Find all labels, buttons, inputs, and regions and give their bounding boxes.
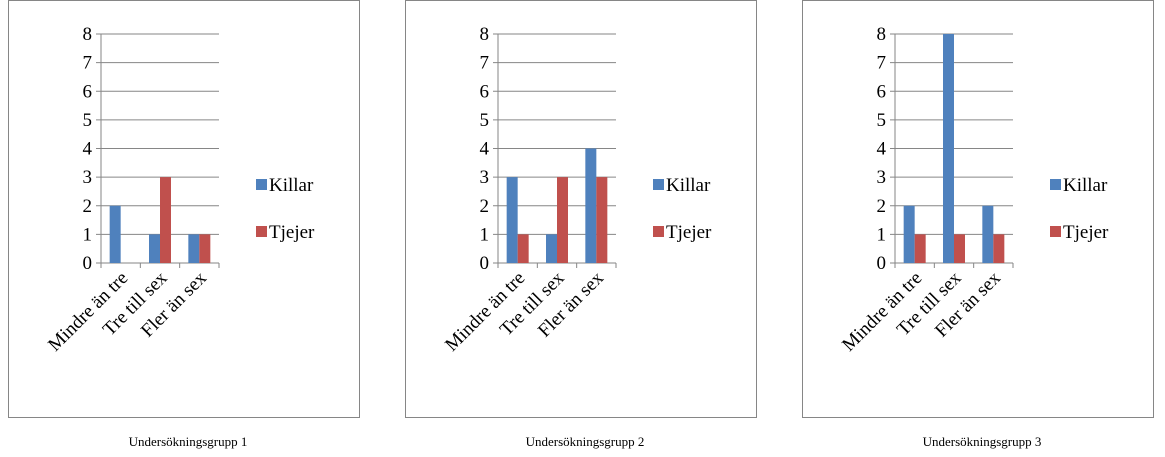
bar-killar-3 [585,148,597,263]
y-tick-label: 8 [83,24,93,45]
bar-killar-3 [982,205,994,263]
y-tick-label: 4 [877,139,887,160]
legend-swatch-tjejer [653,226,664,237]
chart-panel-3: 0 1 2 3 4 5 6 7 8 Mindre än tre Tre till sex Fler ä… [802,0,1162,457]
y-tick-label: 3 [83,167,93,188]
y-tick-label: 2 [83,196,93,217]
bar-killar-1 [506,177,518,263]
chart-frame [8,0,360,418]
y-tick-label: 3 [480,167,490,188]
legend-label-killar: Killar [269,175,314,196]
y-tick-label: 1 [480,224,490,245]
legend-swatch-tjejer [256,226,267,237]
legend-swatch-killar [1050,179,1061,190]
y-tick-label: 8 [877,24,887,45]
y-tick-label: 7 [877,53,887,74]
bar-killar-1 [903,205,915,263]
y-tick-label: 7 [83,53,93,74]
y-tick-label: 6 [877,81,887,102]
y-tick-label: 3 [877,167,887,188]
bar-tjejer-1 [517,234,529,263]
y-tick-label: 2 [480,196,490,217]
legend-label-tjejer: Tjejer [1063,222,1109,243]
bar-tjejer-3 [199,234,211,263]
bar-tjejer-2 [954,234,965,263]
bar-tjejer-3 [993,234,1005,263]
y-tick-label: 5 [480,110,490,131]
y-tick-label: 0 [480,253,490,274]
bar-killar-2 [546,234,557,263]
legend-swatch-killar [653,179,664,190]
chart-panel-1: 0 1 2 3 4 5 6 7 8 Mindre än tre Tre till sex Fler ä… [8,0,368,457]
y-tick-label: 8 [480,24,490,45]
bar-killar-2 [943,34,954,263]
y-tick-label: 5 [83,110,93,131]
chart-caption-1: Undersökningsgrupp 1 [128,434,248,449]
bar-killar-2 [149,234,160,263]
y-tick-label: 1 [83,224,93,245]
bar-tjejer-2 [557,177,568,263]
y-tick-label: 1 [877,224,887,245]
legend-label-tjejer: Tjejer [269,222,315,243]
y-tick-label: 5 [877,110,887,131]
y-tick-label: 6 [83,81,93,102]
legend-label-killar: Killar [1063,175,1108,196]
y-tick-label: 0 [877,253,887,274]
bar-tjejer-2 [160,177,171,263]
y-tick-label: 4 [480,139,490,160]
legend-label-tjejer: Tjejer [666,222,712,243]
legend-swatch-tjejer [1050,226,1061,237]
chart-caption-3: Undersökningsgrupp 3 [922,434,1042,449]
y-tick-label: 0 [83,253,93,274]
chart-caption-2: Undersökningsgrupp 2 [525,434,645,449]
chart-panel-2: 0 1 2 3 4 5 6 7 8 Mindre än tre Tre till sex Fler ä… [405,0,765,457]
y-tick-label: 4 [83,139,93,160]
bar-tjejer-1 [914,234,926,263]
bar-tjejer-3 [596,177,608,263]
chart-frame [802,0,1154,418]
y-tick-label: 6 [480,81,490,102]
legend-label-killar: Killar [666,175,711,196]
bar-killar-1 [109,205,121,263]
chart-frame [405,0,757,418]
legend-swatch-killar [256,179,267,190]
y-tick-label: 7 [480,53,490,74]
y-tick-label: 2 [877,196,887,217]
bar-killar-3 [188,234,200,263]
